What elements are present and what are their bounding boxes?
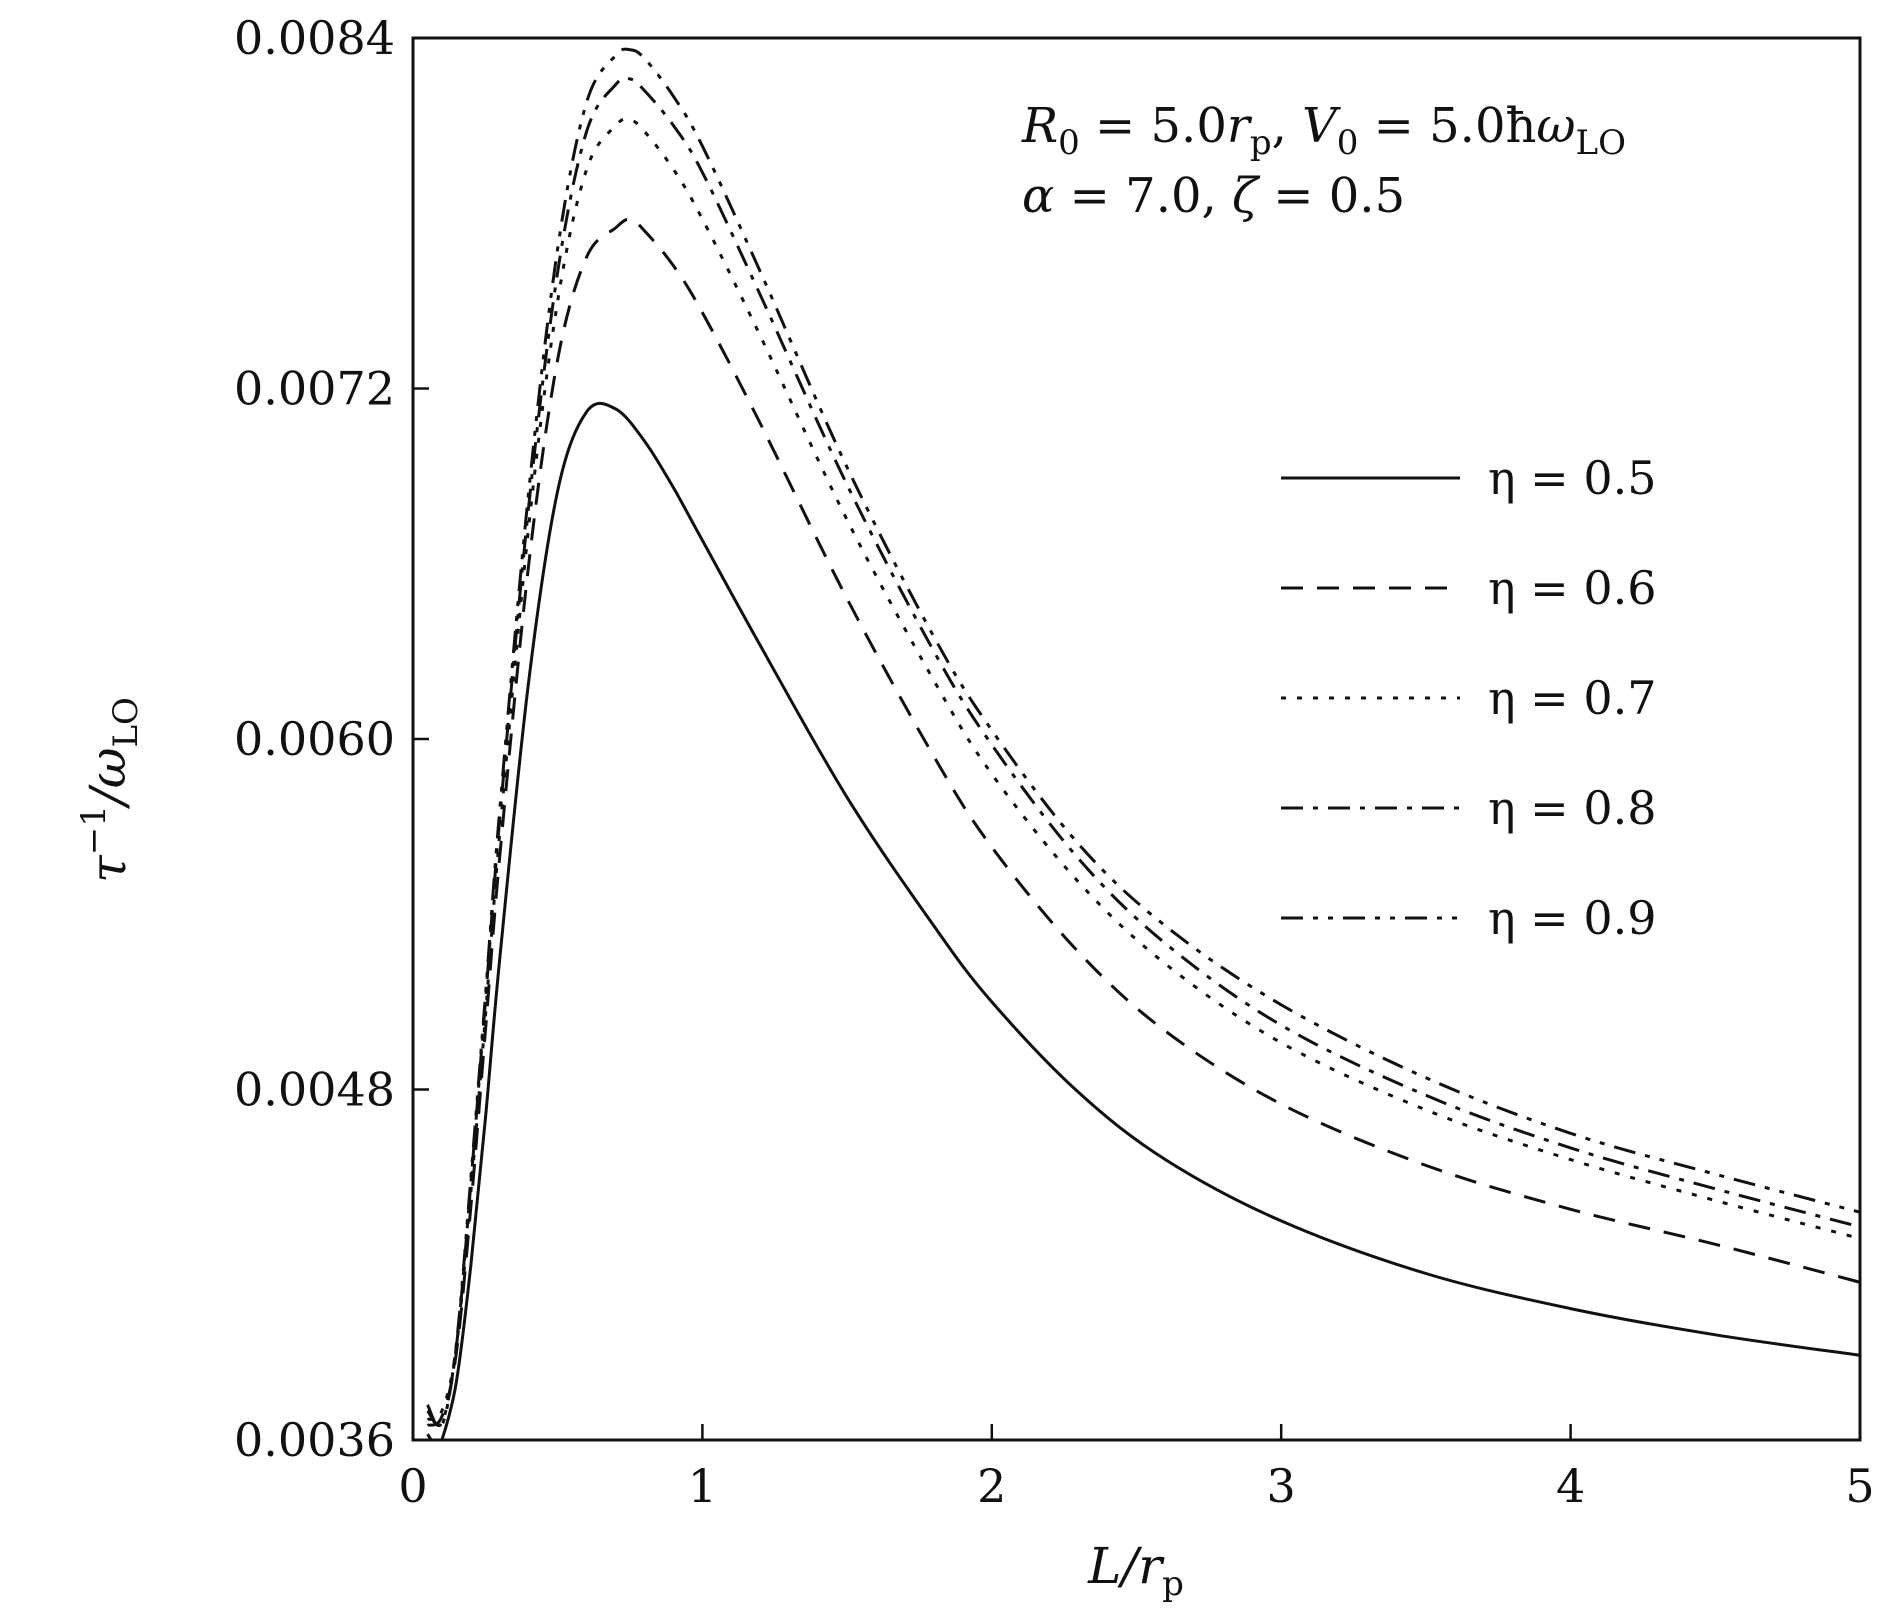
series-group (426, 47, 1860, 1440)
svg-text:τ−1/ωLO: τ−1/ωLO (74, 697, 146, 883)
series-line-2 (426, 217, 1860, 1427)
y-tick-label: 0.0060 (234, 712, 395, 766)
legend-label-5: η = 0.9 (1488, 891, 1657, 945)
series-line-4 (426, 76, 1860, 1427)
x-axis-title: L/rp (1087, 1537, 1184, 1604)
x-tick-label: 5 (1845, 1459, 1874, 1513)
legend-label-3: η = 0.7 (1488, 671, 1657, 725)
y-tick-label: 0.0072 (234, 362, 395, 416)
x-tick-label: 2 (977, 1459, 1006, 1513)
axis-ticks: 0 1 2 3 4 5 0.0036 0.0048 0.0060 0.0072 0.0084 (234, 11, 1875, 1513)
legend-label-2: η = 0.6 (1488, 561, 1657, 615)
x-tick-label: 4 (1556, 1459, 1585, 1513)
series-line-5 (426, 47, 1860, 1430)
plot-frame (411, 36, 1862, 1442)
x-tick-label: 3 (1267, 1459, 1296, 1513)
series-line-1 (426, 401, 1860, 1440)
annotation-params-2: α = 7.0, ζ = 0.5 (1022, 168, 1405, 224)
annotation-params-1: R0 = 5.0rp, V0 = 5.0ħωLO (1021, 98, 1626, 163)
series-line-3 (426, 117, 1860, 1422)
legend-label-4: η = 0.8 (1488, 781, 1657, 835)
y-tick-label: 0.0036 (234, 1413, 395, 1467)
legend-label-1: η = 0.5 (1488, 451, 1657, 505)
x-tick-label: 0 (398, 1459, 427, 1513)
legend: η = 0.5 η = 0.6 η = 0.7 η = 0.8 η = 0.9 (1281, 451, 1657, 945)
y-axis-title: τ−1/ωLO (74, 697, 146, 883)
y-tick-label: 0.0048 (234, 1063, 395, 1117)
y-tick-label: 0.0084 (234, 11, 395, 65)
x-tick-label: 1 (688, 1459, 717, 1513)
